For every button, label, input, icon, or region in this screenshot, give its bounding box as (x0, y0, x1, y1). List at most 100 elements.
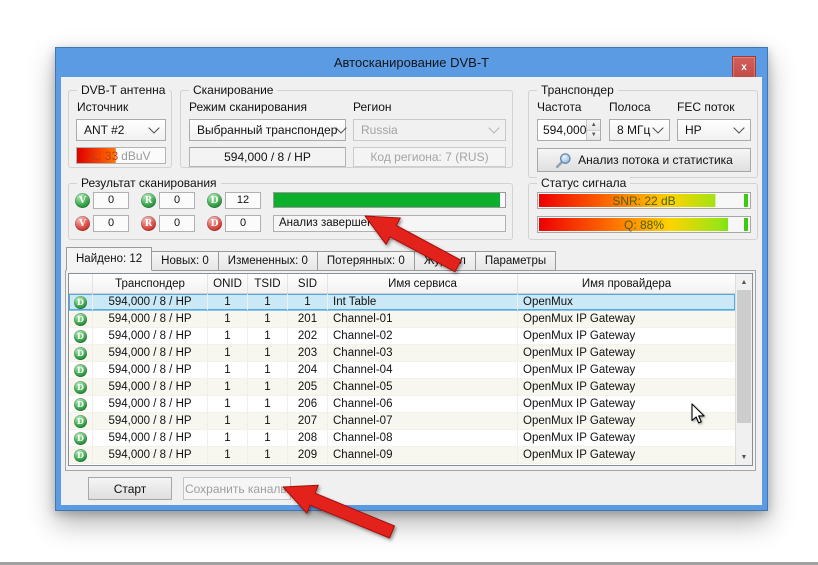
cell-prov: OpenMux (523, 296, 573, 308)
signal-level-meter: L: 33 dBuV (76, 147, 166, 164)
start-button[interactable]: Старт (88, 477, 172, 500)
scan-mode-value: Выбранный транспондер (197, 123, 338, 137)
scan-group-title: Сканирование (189, 83, 278, 98)
cell-onid: 1 (208, 379, 248, 395)
spinner-up-button[interactable]: ▲ (587, 120, 600, 131)
counter-value: 0 (225, 215, 261, 232)
cell-tr: 594,000 / 8 / HP (93, 328, 208, 344)
cell-tr: 594,000 / 8 / HP (93, 294, 208, 310)
cell-tr: 594,000 / 8 / HP (93, 345, 208, 361)
cell-icon: D (69, 413, 93, 429)
scan-progress-bar (273, 192, 506, 208)
cell-icon: D (69, 311, 93, 327)
snr-bar-fill (539, 194, 716, 207)
r-counter-icon: R (141, 216, 156, 231)
cell-onid: 1 (208, 413, 248, 429)
scan-status-text: Анализ завершен. (273, 215, 506, 232)
signal-level-unit: dBuV (121, 148, 151, 163)
tab[interactable]: Журнал (414, 251, 476, 271)
frequency-label: Частота (537, 100, 582, 114)
cell-tr: 594,000 / 8 / HP (93, 362, 208, 378)
cell-onid: 1 (208, 294, 248, 310)
channels-table: Транспондер ONID TSID SID Имя сервиса Имя про… (68, 273, 753, 466)
cell-icon: D (69, 328, 93, 344)
chevron-down-icon (335, 122, 348, 134)
cell-tsid: 1 (248, 345, 288, 361)
column-header[interactable]: Имя сервиса (328, 274, 518, 293)
antenna-source-select[interactable]: ANT #2 (76, 119, 166, 141)
cell-svc: Int Table (328, 294, 518, 310)
table-row[interactable]: D 594,000 / 8 / HP 1 1 208 Channel-08 OpenMux … (69, 430, 735, 447)
service-d-icon: D (74, 363, 87, 377)
source-label: Источник (77, 100, 129, 114)
fec-select[interactable]: HP (677, 119, 751, 141)
tab[interactable]: Измененных: 0 (218, 251, 318, 271)
table-row[interactable]: D 594,000 / 8 / HP 1 1 209 Channel-09 OpenMux … (69, 447, 735, 464)
antenna-group-title: DVB-T антенна (77, 83, 170, 98)
d-counter-icon: D (207, 193, 222, 208)
quality-bar-label: Q: 88% (623, 217, 665, 232)
cell-prov: OpenMux IP Gateway (523, 432, 636, 444)
page-bottom-edge (0, 562, 818, 565)
tab[interactable]: Параметры (475, 251, 557, 271)
bandwidth-select[interactable]: 8 МГц (609, 119, 670, 141)
counter-value: 0 (159, 192, 195, 209)
scan-mode-select[interactable]: Выбранный транспондер (189, 119, 348, 141)
cell-prov: OpenMux IP Gateway (523, 364, 636, 376)
frequency-stepper[interactable]: 594,000 ▲ ▼ (537, 119, 601, 141)
transponder-group: Транспондер Частота Полоса FEC поток 594… (528, 83, 758, 178)
table-row[interactable]: D 594,000 / 8 / HP 1 1 207 Channel-07 OpenMux … (69, 413, 735, 430)
cell-tsid: 1 (248, 396, 288, 412)
d-counter-icon: D (207, 216, 222, 231)
table-row[interactable]: D 594,000 / 8 / HP 1 1 201 Channel-01 OpenMux … (69, 311, 735, 328)
service-d-icon: D (74, 380, 87, 394)
bandwidth-label: Полоса (609, 100, 651, 114)
tab-bar: Найдено: 12 Новых: 0 Измененных: 0 Потерянн… (66, 247, 557, 271)
region-label: Регион (353, 100, 392, 114)
column-header[interactable]: ONID (208, 274, 248, 293)
cell-tsid: 1 (248, 328, 288, 344)
scroll-down-button[interactable]: ▼ (740, 453, 748, 461)
service-d-icon: D (74, 431, 87, 445)
table-row[interactable]: D 594,000 / 8 / HP 1 1 205 Channel-05 OpenMux … (69, 379, 735, 396)
title-bar[interactable]: Автосканирование DVB-T x (56, 48, 767, 79)
tab[interactable]: Потерянных: 0 (317, 251, 415, 271)
close-button[interactable]: x (732, 56, 756, 79)
cell-svc: Channel-05 (328, 379, 518, 395)
cell-icon: D (69, 430, 93, 446)
table-row[interactable]: D 594,000 / 8 / HP 1 1 206 Channel-06 OpenMux … (69, 396, 735, 413)
column-header[interactable]: Транспондер (93, 274, 208, 293)
column-header[interactable]: TSID (248, 274, 288, 293)
cell-sid: 202 (288, 328, 328, 344)
magnifier-icon (556, 152, 571, 168)
region-code-readout: Код региона: 7 (RUS) (353, 147, 506, 167)
tab[interactable]: Найдено: 12 (66, 247, 153, 271)
scroll-thumb[interactable] (737, 290, 751, 423)
cell-icon: D (69, 396, 93, 412)
spinner-down-button[interactable]: ▼ (587, 130, 600, 140)
cell-icon: D (69, 345, 93, 361)
cell-onid: 1 (208, 311, 248, 327)
scroll-up-button[interactable]: ▲ (740, 278, 748, 286)
cell-svc: Channel-02 (328, 328, 518, 344)
analyze-stream-button[interactable]: Анализ потока и статистика (537, 148, 751, 172)
antenna-source-value: ANT #2 (84, 123, 125, 137)
table-row[interactable]: D 594,000 / 8 / HP 1 1 202 Channel-02 OpenMux … (69, 328, 735, 345)
cell-tr: 594,000 / 8 / HP (93, 413, 208, 429)
table-row[interactable]: D 594,000 / 8 / HP 1 1 204 Channel-04 OpenMux … (69, 362, 735, 379)
antenna-group: DVB-T антенна Источник ANT #2 L: 33 dBuV (68, 83, 172, 168)
cell-onid: 1 (208, 328, 248, 344)
column-header[interactable]: Имя провайдера (581, 277, 672, 290)
fec-value: HP (685, 123, 702, 137)
table-row[interactable]: D 594,000 / 8 / HP 1 1 1 Int Table OpenMux (69, 294, 735, 311)
analyze-stream-label: Анализ потока и статистика (578, 153, 733, 167)
cell-sid: 205 (288, 379, 328, 395)
tab[interactable]: Новых: 0 (152, 251, 219, 271)
vertical-scrollbar[interactable]: ▲ ▼ (735, 274, 752, 465)
region-value: Russia (361, 123, 398, 137)
table-header-row: Транспондер ONID TSID SID Имя сервиса Имя про… (69, 274, 735, 294)
table-row[interactable]: D 594,000 / 8 / HP 1 1 203 Channel-03 OpenMux … (69, 345, 735, 362)
quality-bar: Q: 88% (537, 216, 751, 233)
column-header[interactable]: SID (288, 274, 328, 293)
